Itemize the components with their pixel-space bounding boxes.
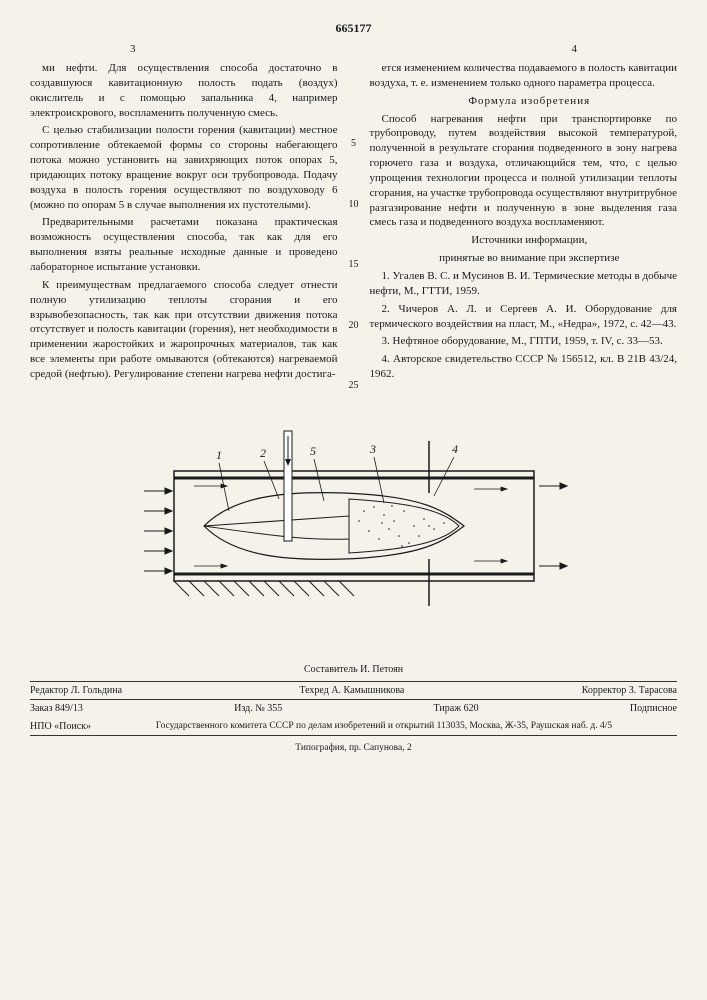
left-column: ми нефти. Для осуществления способа дост… [30,61,338,393]
source-ref: 3. Нефтяное оборудование, М., ГПТИ, 1959… [370,334,678,349]
address: Государственного комитета СССР по делам … [91,720,677,734]
podpis: Подписное [630,702,677,716]
line-num: 20 [346,319,362,333]
corrector: Корректор З. Тарасова [582,684,677,698]
para: К преимуществам предлагаемого способа сл… [30,278,338,382]
fig-label-5: 5 [310,444,316,458]
line-num: 10 [346,198,362,212]
line-number-gutter: 5 10 15 20 25 [346,61,362,393]
pipe-diagram-svg: 1 2 5 3 4 [134,411,574,641]
sources-title: Источники информации, [370,233,678,248]
fig-label-2: 2 [260,446,266,460]
para: Предварительными расчетами показана прак… [30,215,338,274]
para: ется изменением количества подаваемого в… [370,61,678,91]
publisher-row: НПО «Поиск» Государственного комитета СС… [30,718,677,736]
sources-sub: принятые во внимание при экспертизе [370,251,678,266]
fig-label-3: 3 [369,442,376,456]
figure-diagram: 1 2 5 3 4 [30,411,677,646]
right-column: ется изменением количества подаваемого в… [370,61,678,393]
source-ref: 4. Авторское свидетельство СССР № 156512… [370,352,678,382]
left-page-num: 3 [130,42,136,57]
order: Заказ 849/13 [30,702,83,716]
footer: Составитель И. Петоян Редактор Л. Гольди… [30,663,677,755]
tech: Техред А. Камышникова [299,684,404,698]
fig-label-4: 4 [452,442,458,456]
line-num: 15 [346,258,362,272]
editor: Редактор Л. Гольдина [30,684,122,698]
typography: Типография, пр. Сапунова, 2 [30,742,677,755]
source-ref: 1. Угалев В. С. и Мусинов В. И. Термичес… [370,269,678,299]
para: ми нефти. Для осуществления способа дост… [30,61,338,120]
print-row: Заказ 849/13 Изд. № 355 Тираж 620 Подпис… [30,700,677,718]
publisher: НПО «Поиск» [30,720,91,734]
text-columns: ми нефти. Для осуществления способа дост… [30,61,677,393]
para: С целью стабилизации полости горения (ка… [30,123,338,212]
right-page-num: 4 [572,42,578,57]
para: Способ нагревания нефти при транспортиро… [370,112,678,231]
composer-line: Составитель И. Петоян [30,663,677,677]
izd: Изд. № 355 [234,702,282,716]
line-num: 5 [346,137,362,151]
credits-row: Редактор Л. Гольдина Техред А. Камышнико… [30,681,677,701]
fig-label-1: 1 [216,448,222,462]
source-ref: 2. Чичеров А. Л. и Сергеев А. И. Оборудо… [370,302,678,332]
formula-title: Формула изобретения [370,94,678,109]
doc-number: 665177 [30,20,677,36]
page-numbers: 3 4 [30,42,677,57]
line-num: 25 [346,379,362,393]
tirazh: Тираж 620 [434,702,479,716]
